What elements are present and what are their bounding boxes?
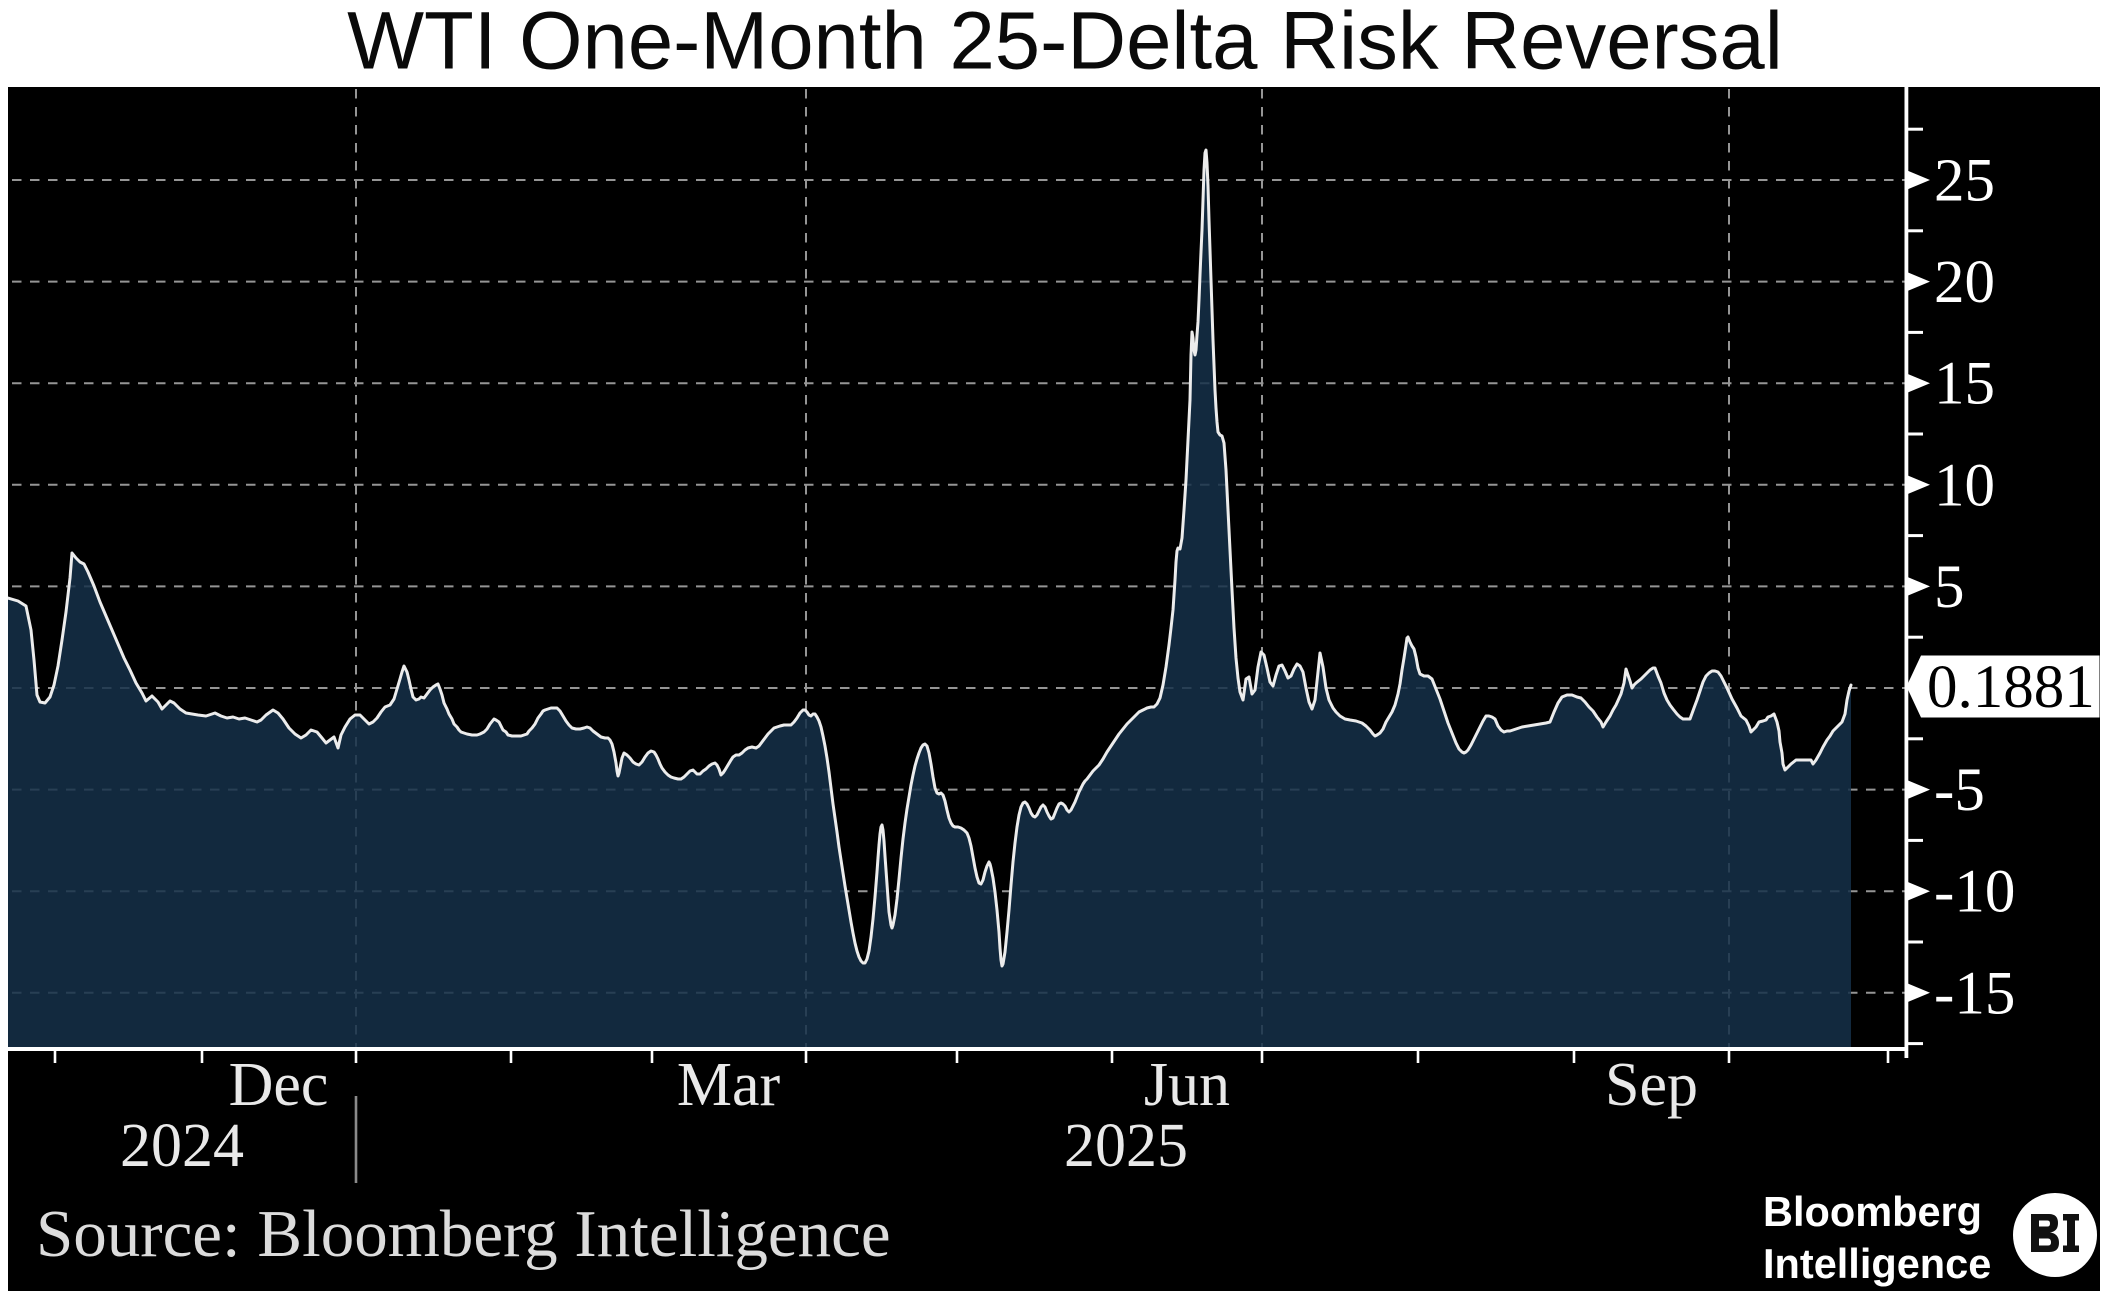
svg-text:Jun: Jun <box>1144 1051 1230 1119</box>
svg-text:-10: -10 <box>1934 859 2015 926</box>
svg-text:20: 20 <box>1934 249 1995 316</box>
svg-text:-5: -5 <box>1934 757 1985 824</box>
svg-text:15: 15 <box>1934 351 1995 418</box>
svg-text:2025: 2025 <box>1064 1112 1188 1180</box>
svg-text:Bloomberg: Bloomberg <box>1763 1188 1982 1235</box>
svg-text:-15: -15 <box>1934 960 2015 1027</box>
svg-text:10: 10 <box>1934 452 1995 519</box>
svg-text:Source: Bloomberg Intelligence: Source: Bloomberg Intelligence <box>36 1197 891 1271</box>
svg-text:Dec: Dec <box>229 1051 329 1119</box>
svg-text:5: 5 <box>1934 554 1965 621</box>
svg-text:Sep: Sep <box>1605 1051 1698 1119</box>
svg-text:2024: 2024 <box>120 1112 244 1180</box>
svg-text:0.1881: 0.1881 <box>1927 654 2095 721</box>
svg-text:Mar: Mar <box>677 1051 781 1119</box>
svg-text:WTI One-Month 25-Delta Risk Re: WTI One-Month 25-Delta Risk Reversal <box>347 0 1783 87</box>
svg-text:25: 25 <box>1934 148 1995 215</box>
svg-text:Intelligence: Intelligence <box>1763 1240 1991 1287</box>
